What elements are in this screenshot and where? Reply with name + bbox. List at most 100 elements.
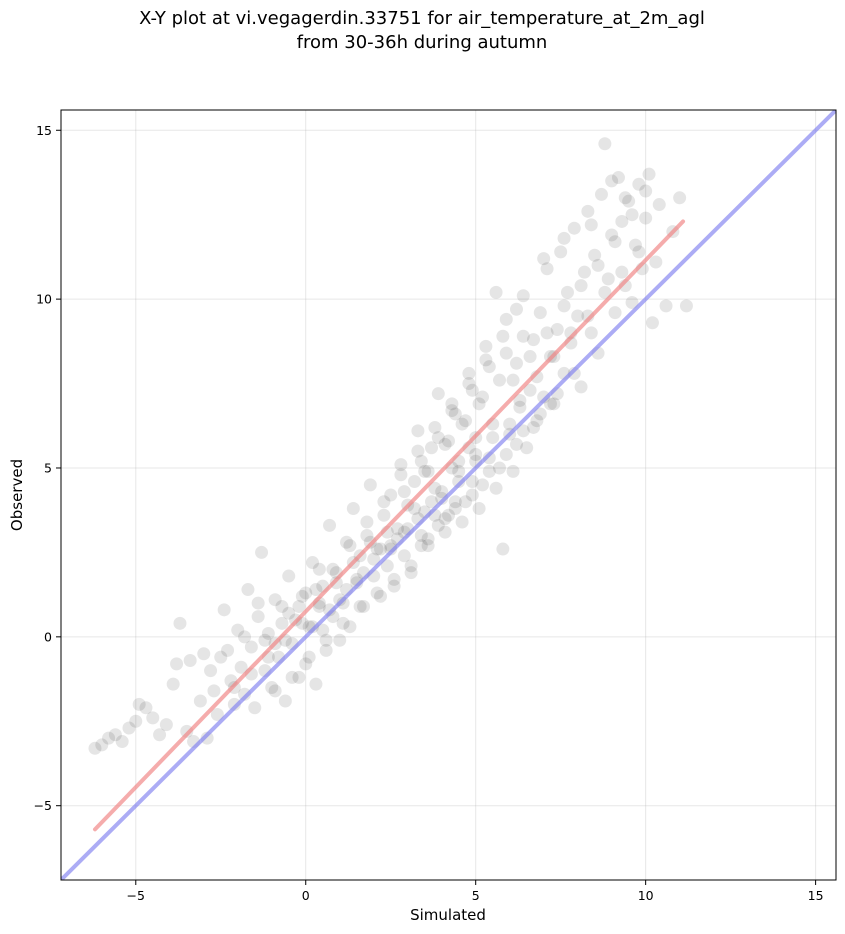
scatter-point	[414, 539, 428, 553]
scatter-point	[173, 616, 187, 630]
scatter-point	[622, 194, 636, 208]
scatter-point	[448, 407, 462, 421]
scatter-point	[492, 373, 506, 387]
scatter-point	[380, 559, 394, 573]
scatter-point	[673, 191, 687, 205]
scatter-point	[458, 414, 472, 428]
scatter-point	[503, 417, 517, 431]
scatter-point	[309, 677, 323, 691]
scatter-point	[598, 137, 612, 151]
scatter-point	[652, 198, 666, 212]
scatter-point	[618, 191, 632, 205]
scatter-point	[132, 697, 146, 711]
scatter-point	[387, 579, 401, 593]
scatter-point	[421, 532, 435, 546]
scatter-point	[394, 458, 408, 472]
scatter-point	[506, 373, 520, 387]
scatter-point	[523, 383, 537, 397]
scatter-point	[302, 650, 316, 664]
scatter-point	[472, 502, 486, 516]
scatter-point	[265, 681, 279, 694]
scatter-point	[625, 208, 639, 222]
scatter-point	[241, 583, 255, 597]
scatter-point	[513, 393, 527, 407]
scatter-point	[275, 599, 289, 613]
scatter-point	[248, 701, 262, 715]
scatter-point	[428, 481, 442, 495]
scatter-point	[455, 417, 469, 431]
scatter-point	[408, 474, 422, 488]
scatter-point	[268, 684, 282, 698]
scatter-point	[509, 302, 523, 316]
scatter-point	[343, 539, 357, 553]
scatter-point	[642, 167, 656, 181]
scatter-point	[445, 397, 459, 411]
scatter-point	[238, 687, 252, 701]
scatter-point	[326, 562, 340, 576]
scatter-point	[102, 731, 116, 745]
regression-line	[92, 219, 686, 832]
scatter-point	[387, 572, 401, 586]
scatter-point	[608, 306, 622, 320]
scatter-point	[574, 380, 588, 394]
scatter-point	[479, 339, 493, 353]
scatter-point	[340, 535, 354, 549]
scatter-point	[234, 660, 248, 674]
x-tick-label: 10	[638, 888, 654, 903]
scatter-point	[442, 434, 455, 448]
scatter-point	[431, 387, 445, 401]
scatter-point	[482, 464, 496, 478]
scatter-point	[462, 377, 476, 391]
scatter-point	[146, 711, 160, 725]
scatter-point	[108, 728, 122, 742]
scatter-point	[292, 599, 306, 613]
scatter-point	[363, 478, 377, 492]
scatter-point	[639, 184, 653, 198]
scatter-point	[489, 481, 503, 495]
scatter-point	[465, 488, 479, 502]
scatter-point	[374, 589, 388, 603]
scatter-point	[319, 633, 333, 647]
scatter-point	[343, 620, 357, 634]
scatter-point	[370, 586, 384, 600]
scatter-point	[605, 228, 619, 242]
scatter-point	[530, 414, 544, 428]
scatter-point	[411, 424, 425, 438]
scatter-point	[153, 728, 167, 742]
scatter-point	[516, 289, 530, 303]
scatter-point	[200, 731, 214, 745]
scatter-point	[492, 461, 506, 475]
scatter-point	[431, 431, 445, 445]
scatter-point	[462, 366, 476, 380]
scatter-point	[588, 248, 602, 262]
scatter-point	[391, 522, 405, 536]
scatter-point	[384, 488, 398, 502]
plot-frame	[60, 109, 837, 881]
scatter-point	[496, 329, 510, 343]
scatter-point	[455, 515, 469, 529]
scatter-point	[397, 485, 411, 499]
scatter-point	[418, 464, 432, 478]
scatter-point	[316, 623, 330, 637]
one-to-one-line	[61, 110, 836, 880]
scatter-point	[486, 431, 500, 445]
scatter-point	[513, 400, 527, 414]
scatter-point	[649, 255, 663, 269]
scatter-point	[122, 721, 136, 735]
scatter-point	[159, 718, 173, 732]
scatter-point	[170, 657, 184, 671]
scatter-point	[414, 529, 428, 543]
y-tick-label: −5	[34, 798, 52, 813]
scatter-point	[605, 174, 619, 188]
scatter-point	[543, 397, 557, 411]
x-axis-label: Simulated	[410, 906, 486, 924]
x-tick-label: 5	[472, 888, 480, 903]
scatter-point	[227, 697, 241, 711]
scatter-point	[268, 593, 282, 607]
scatter-point	[594, 187, 608, 201]
scatter-point	[448, 502, 462, 516]
scatter-point	[357, 599, 371, 613]
scatter-point	[611, 171, 625, 185]
scatter-point	[523, 350, 537, 364]
